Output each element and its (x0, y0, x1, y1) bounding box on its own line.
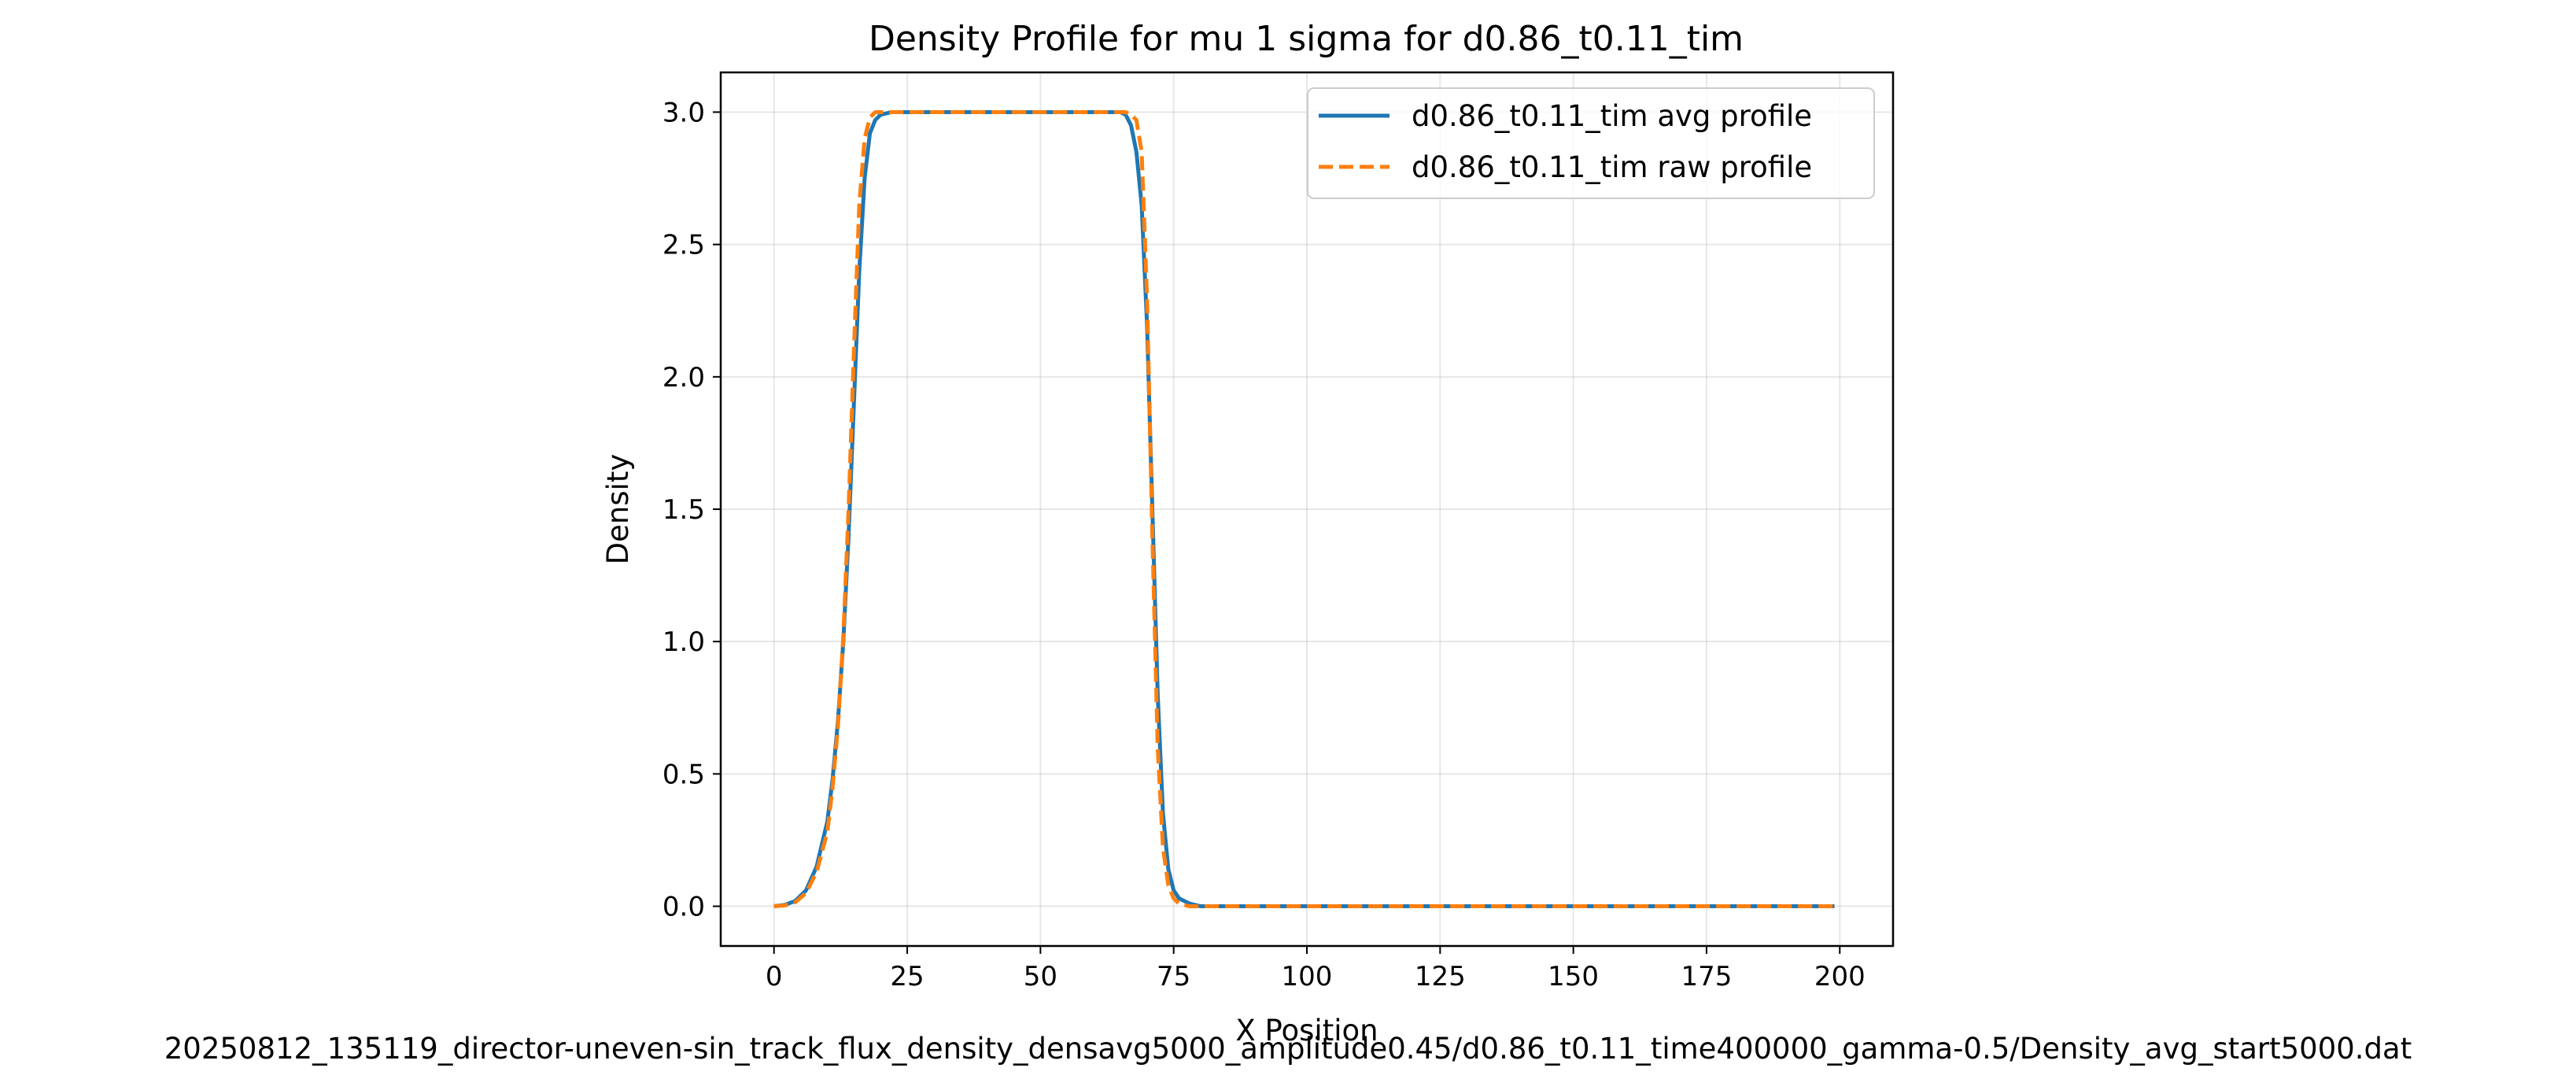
x-tick-label: 100 (1282, 961, 1333, 992)
y-axis-label: Density (601, 454, 635, 565)
y-axis-ticks: 0.0 0.5 1.0 1.5 2.0 2.5 3.0 (662, 97, 721, 923)
x-tick-label: 50 (1024, 961, 1057, 992)
legend-label-raw: d0.86_t0.11_tim raw profile (1412, 150, 1812, 184)
legend-label-avg: d0.86_t0.11_tim avg profile (1412, 99, 1812, 133)
x-tick-label: 0 (766, 961, 783, 992)
y-tick-label: 1.0 (662, 626, 705, 658)
plot-lines (773, 110, 1835, 908)
y-tick-label: 2.0 (662, 362, 705, 394)
x-tick-label: 200 (1814, 961, 1866, 992)
y-tick-label: 3.0 (662, 97, 705, 128)
y-tick-label: 0.5 (662, 759, 705, 790)
x-tick-label: 75 (1157, 961, 1190, 992)
x-tick-label: 25 (890, 961, 924, 992)
y-tick-label: 1.5 (662, 494, 705, 526)
x-axis-ticks: 0 25 50 75 100 125 150 175 200 (766, 946, 1866, 992)
legend: d0.86_t0.11_tim avg profile d0.86_t0.11_… (1307, 87, 1875, 199)
y-tick-label: 0.0 (662, 892, 705, 923)
x-tick-label: 175 (1681, 961, 1733, 992)
grid (721, 72, 1893, 946)
chart-title: Density Profile for mu 1 sigma for d0.86… (869, 19, 1744, 59)
legend-box (1307, 87, 1875, 199)
y-tick-label: 2.5 (662, 230, 705, 261)
file-path-caption: 20250812_135119_director-uneven-sin_trac… (164, 1032, 2412, 1066)
x-tick-label: 125 (1415, 961, 1466, 992)
x-tick-label: 150 (1548, 961, 1599, 992)
x-axis-label: X Position (1235, 1014, 1378, 1048)
series-line-raw-profile (773, 110, 1835, 908)
